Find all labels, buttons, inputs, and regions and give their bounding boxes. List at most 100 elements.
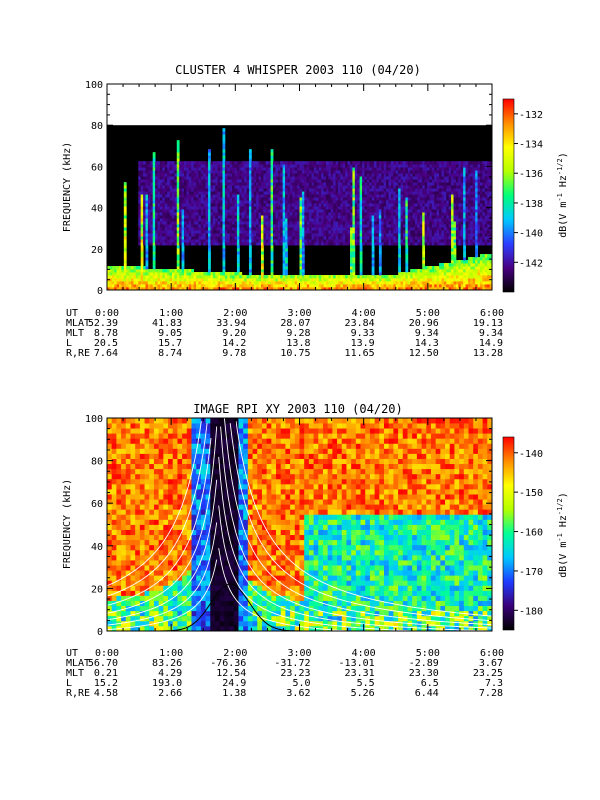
whisper-cell: [188, 179, 192, 183]
whisper-cell: [176, 272, 180, 276]
whisper-cell: [434, 164, 438, 168]
whisper-cell: [285, 182, 288, 186]
whisper-cell: [287, 275, 291, 279]
whisper-cell: [244, 185, 247, 189]
whisper-cell: [186, 284, 190, 288]
whisper-cell: [405, 239, 409, 243]
whisper-cell: [354, 170, 358, 174]
whisper-cell: [386, 212, 389, 216]
whisper-cell: [304, 206, 308, 210]
whisper-cell: [123, 188, 127, 192]
whisper-cell: [150, 236, 154, 240]
whisper-cell: [152, 248, 156, 252]
whisper-cell: [265, 275, 269, 279]
whisper-cell: [458, 209, 462, 213]
whisper-cell: [352, 230, 356, 234]
whisper-cell: [275, 287, 279, 291]
whisper-cell: [234, 206, 238, 210]
whisper-cell: [354, 161, 358, 165]
whisper-cell: [325, 194, 329, 198]
whisper-cell: [369, 224, 373, 228]
whisper-cell: [123, 203, 127, 207]
whisper-cell: [386, 275, 389, 279]
whisper-cell: [434, 233, 438, 237]
whisper-cell: [263, 182, 267, 186]
whisper-cell: [263, 218, 267, 222]
whisper-cell: [417, 176, 421, 180]
whisper-cell: [458, 272, 462, 276]
whisper-cell: [405, 260, 409, 264]
whisper-cell: [193, 182, 197, 186]
whisper-cell: [217, 167, 221, 171]
whisper-cell: [407, 179, 411, 183]
whisper-cell: [371, 203, 375, 207]
whisper-cell: [150, 287, 154, 291]
whisper-cell: [371, 248, 375, 252]
whisper-cell: [159, 281, 163, 285]
whisper-cell: [335, 182, 339, 186]
whisper-cell: [301, 254, 305, 258]
whisper-cell: [345, 221, 349, 225]
whisper-cell: [333, 191, 336, 195]
whisper-cell: [371, 284, 375, 288]
whisper-cell: [109, 287, 113, 291]
whisper-cell: [439, 182, 442, 186]
whisper-cell: [352, 197, 356, 201]
whisper-cell: [369, 242, 373, 246]
whisper-cell: [451, 209, 454, 213]
whisper-cell: [200, 185, 204, 189]
whisper-cell: [253, 287, 257, 291]
whisper-cell: [386, 209, 389, 213]
whisper-cell: [405, 275, 409, 279]
whisper-cell: [386, 167, 389, 171]
whisper-cell: [412, 197, 416, 201]
whisper-cell: [138, 281, 142, 285]
whisper-cell: [181, 278, 185, 282]
whisper-cell: [277, 233, 281, 237]
whisper-cell: [388, 224, 392, 228]
whisper-cell: [152, 212, 156, 216]
whisper-cell: [212, 167, 216, 171]
whisper-cell: [328, 173, 332, 177]
whisper-cell: [460, 215, 464, 219]
whisper-cell: [222, 167, 226, 171]
whisper-cell: [439, 185, 442, 189]
whisper-cell: [333, 176, 336, 180]
whisper-cell: [321, 230, 324, 234]
whisper-cell: [285, 203, 288, 207]
whisper-cell: [434, 161, 438, 165]
whisper-cell: [292, 200, 296, 204]
whisper-cell: [299, 278, 303, 282]
whisper-cell: [405, 284, 409, 288]
whisper-cell: [330, 185, 334, 189]
whisper-cell: [313, 242, 317, 246]
whisper-cell: [321, 287, 324, 291]
whisper-cell: [419, 236, 423, 240]
whisper-cell: [248, 254, 252, 258]
whisper-cell: [176, 263, 180, 267]
whisper-cell: [374, 215, 377, 219]
whisper-cell: [236, 275, 240, 279]
whisper-cell: [188, 224, 192, 228]
whisper-cell: [208, 161, 211, 165]
whisper-cell: [424, 230, 428, 234]
whisper-cell: [338, 170, 341, 174]
whisper-cell: [405, 242, 409, 246]
whisper-cell: [261, 284, 264, 288]
whisper-cell: [193, 161, 197, 165]
whisper-cell: [258, 197, 262, 201]
whisper-cell: [376, 209, 380, 213]
whisper-cell: [460, 200, 464, 204]
whisper-cell: [222, 236, 226, 240]
whisper-cell: [215, 176, 219, 180]
whisper-cell: [378, 242, 382, 246]
whisper-cell: [458, 194, 462, 198]
whisper-cell: [292, 230, 296, 234]
whisper-cell: [208, 164, 211, 168]
whisper-cell: [191, 185, 195, 189]
whisper-cell: [222, 197, 226, 201]
whisper-cell: [453, 188, 457, 192]
whisper-cell: [304, 230, 308, 234]
whisper-cell: [316, 227, 320, 231]
whisper-cell: [369, 185, 373, 189]
